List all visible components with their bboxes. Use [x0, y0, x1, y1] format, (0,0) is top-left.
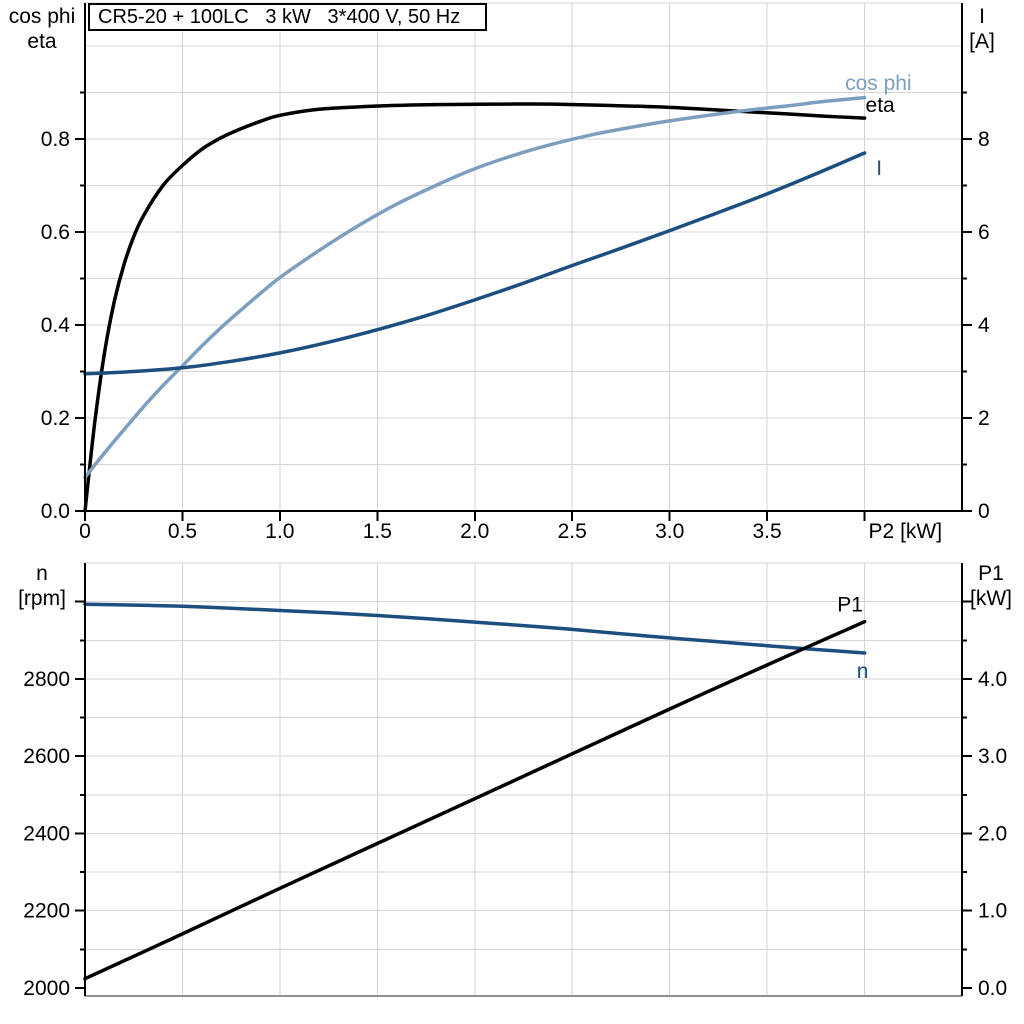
- right-tick-label: 1.0: [978, 900, 1007, 923]
- curve-label-eta: eta: [866, 94, 896, 117]
- x-tick-label: 1.5: [363, 520, 392, 543]
- axis-label-current: I: [979, 5, 985, 28]
- left-tick-label: 2600: [23, 745, 70, 768]
- right-tick-label: 8: [978, 128, 990, 151]
- curve-label-I: I: [876, 157, 882, 180]
- left-tick-label: 0.4: [41, 314, 71, 337]
- curve-P1: [83, 619, 867, 981]
- left-tick-label: 2800: [23, 668, 70, 691]
- right-tick-label: 2: [978, 407, 990, 430]
- right-tick-label: 4.0: [978, 668, 1007, 691]
- right-tick-label: 6: [978, 221, 990, 244]
- curve-eta: [83, 102, 867, 513]
- axis-label-p1-unit: [kW]: [970, 587, 1012, 610]
- axis-label-speed: n: [36, 562, 48, 585]
- x-tick-label: 2.5: [558, 520, 587, 543]
- axis-label-cos-phi: cos phi: [8, 5, 76, 28]
- right-tick-label: 0.0: [978, 977, 1007, 1000]
- curve-n: [83, 602, 867, 655]
- right-tick-label: 2.0: [978, 822, 1007, 845]
- curve-cos-phi: [83, 95, 867, 480]
- left-tick-label: 0.0: [41, 500, 70, 523]
- axis-label-current-unit: [A]: [969, 30, 995, 53]
- right-tick-label: 0: [978, 500, 990, 523]
- bottom-chart: 2000 2200 2400 2600 2800 0.0 1.0 2.0 3.0 4.0 n P1: [23, 562, 1007, 1000]
- left-tick-label: 0.6: [41, 221, 70, 244]
- left-tick-label: 0.2: [41, 407, 70, 430]
- curve-label-cos-phi: cos phi: [845, 72, 912, 95]
- x-tick-label: 3.5: [753, 520, 782, 543]
- x-tick-label: 2.0: [460, 520, 489, 543]
- x-tick-label: 3.0: [655, 520, 684, 543]
- axis-label-p1: P1: [978, 562, 1004, 585]
- right-tick-label: 3.0: [978, 745, 1007, 768]
- top-left-axis-label: cos phi eta: [4, 4, 80, 54]
- left-tick-label: 0.8: [41, 128, 70, 151]
- x-tick-label: 1.0: [265, 520, 294, 543]
- curve-label-P1: P1: [837, 594, 863, 617]
- left-tick-label: 2400: [23, 822, 70, 845]
- chart-title-box: CR5-20 + 100LC 3 kW 3*400 V, 50 Hz: [88, 3, 487, 31]
- left-tick-label: 2000: [23, 977, 70, 1000]
- left-tick-label: 2200: [23, 900, 70, 923]
- curve-I: [83, 151, 867, 376]
- axis-label-eta: eta: [27, 30, 57, 53]
- curve-label-n: n: [857, 660, 869, 683]
- x-tick-label: 0: [79, 520, 91, 543]
- right-tick-label: 4: [978, 314, 990, 337]
- top-right-axis-label: I [A]: [956, 4, 1008, 54]
- axis-label-speed-unit: [rpm]: [18, 587, 66, 610]
- bottom-left-axis-label: n [rpm]: [4, 561, 80, 611]
- x-axis-title: P2 [kW]: [869, 520, 943, 543]
- top-chart: 0.0 0.2 0.4 0.6 0.8 0 2 4 6 8 0 0.5 1.0 1.5 2.0 2.5 3.0 3…: [41, 2, 990, 543]
- x-tick-label: 0.5: [168, 520, 197, 543]
- bottom-right-axis-label: P1 [kW]: [960, 561, 1022, 611]
